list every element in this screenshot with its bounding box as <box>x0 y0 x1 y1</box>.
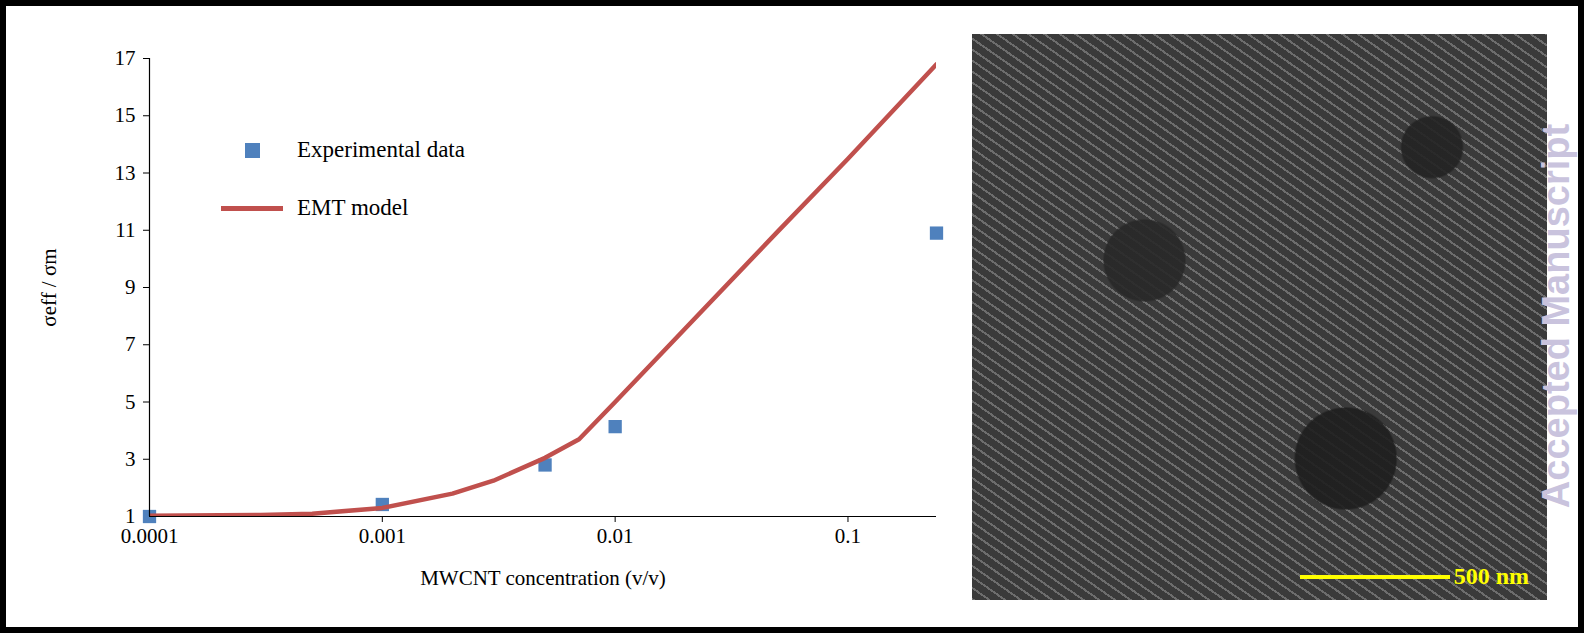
svg-text:13: 13 <box>115 161 136 185</box>
svg-text:9: 9 <box>125 275 136 299</box>
svg-text:0.1: 0.1 <box>835 524 861 548</box>
svg-text:3: 3 <box>125 447 136 471</box>
html-text:Experimental data: Experimental data <box>297 137 465 162</box>
svg-text:0.01: 0.01 <box>597 524 634 548</box>
svg-text:7: 7 <box>125 332 136 356</box>
html-text:Accepted Manuscript: Accepted Manuscript <box>1534 123 1577 509</box>
svg-text:15: 15 <box>115 103 136 127</box>
svg-text:MWCNT concentration (v/v): MWCNT concentration (v/v) <box>420 566 666 590</box>
svg-text:11: 11 <box>115 218 135 242</box>
html-text:500 nm: 500 nm <box>1453 563 1529 589</box>
svg-text:0.0001: 0.0001 <box>121 524 179 548</box>
svg-text:5: 5 <box>125 390 136 414</box>
svg-text:17: 17 <box>115 46 136 70</box>
svg-text:0.001: 0.001 <box>359 524 406 548</box>
svg-text:1: 1 <box>125 504 136 529</box>
html-text:EMT model: EMT model <box>297 195 409 220</box>
svg-text:σeff / σm: σeff / σm <box>37 248 61 326</box>
